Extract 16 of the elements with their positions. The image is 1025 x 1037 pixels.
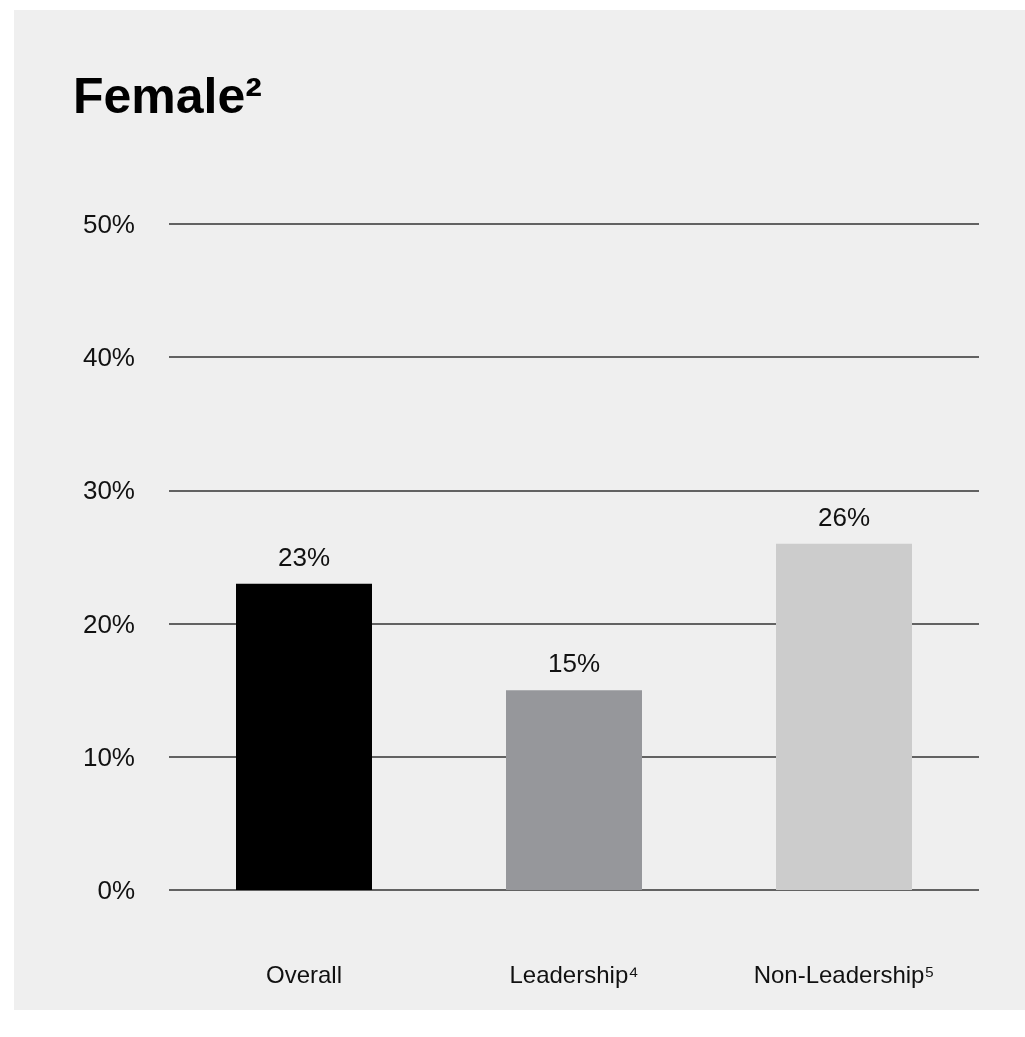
data-label: 15% [547, 648, 601, 679]
bar [776, 543, 912, 890]
x-tick-label: Leadership⁴ [509, 960, 639, 988]
y-tick-label: 50% [82, 209, 135, 239]
data-label: 23% [277, 541, 331, 572]
y-tick-label: 40% [82, 342, 135, 373]
y-tick-label: 30% [82, 475, 135, 506]
x-tick-label: Non-Leadership⁵ [753, 960, 935, 988]
y-tick-label: 0% [97, 875, 135, 905]
bar [236, 583, 372, 890]
y-tick-label: 20% [82, 608, 135, 639]
x-tick-label: Overall [265, 960, 343, 988]
y-tick-label: 10% [82, 741, 135, 772]
bar [506, 690, 642, 890]
data-label: 26% [817, 501, 871, 532]
chart-title: Female² [73, 68, 262, 124]
